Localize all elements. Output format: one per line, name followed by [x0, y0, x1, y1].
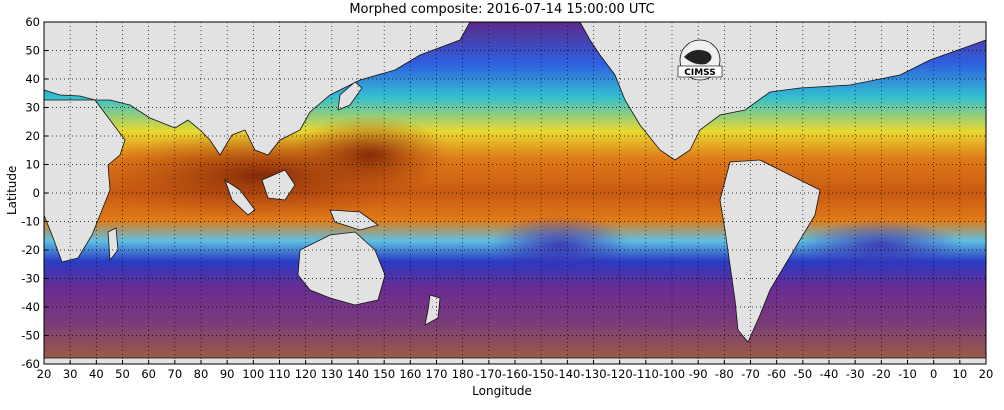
y-tick-label: -30 — [21, 272, 40, 286]
x-axis-ticks: 20 30 40 50 60 70 80 90 100 110 120 130 140 150 160 170… — [37, 360, 994, 381]
x-tick-label: -50 — [793, 367, 812, 381]
y-tick-label: 30 — [25, 101, 40, 115]
y-tick-label: -40 — [21, 300, 40, 314]
x-tick-label: -130 — [580, 367, 606, 381]
japan — [337, 81, 363, 111]
x-tick-label: -160 — [502, 367, 528, 381]
borneo — [261, 169, 296, 201]
x-tick-label: -110 — [633, 367, 659, 381]
x-tick-label: 80 — [194, 367, 209, 381]
y-tick-label: 20 — [25, 129, 40, 143]
south-america — [719, 159, 821, 343]
madagascar — [107, 227, 119, 262]
cimss-logo-swirl — [684, 49, 712, 65]
y-tick-label: 10 — [25, 158, 40, 172]
x-tick-label: -120 — [607, 367, 633, 381]
x-tick-label: 140 — [347, 367, 369, 381]
x-tick-label: 0 — [930, 367, 937, 381]
y-tick-label: -20 — [21, 243, 40, 257]
x-tick-label: -170 — [476, 367, 502, 381]
x-tick-label: 180 — [452, 367, 474, 381]
x-tick-label: -150 — [528, 367, 554, 381]
x-tick-label: -20 — [872, 367, 891, 381]
x-tick-label: -100 — [659, 367, 685, 381]
x-tick-label: 50 — [115, 367, 130, 381]
x-tick-label: 120 — [295, 367, 317, 381]
x-tick-label: 20 — [37, 367, 52, 381]
y-tick-label: 40 — [25, 72, 40, 86]
graticule — [44, 22, 986, 364]
x-tick-label: -40 — [820, 367, 839, 381]
x-tick-label: 100 — [242, 367, 264, 381]
x-tick-label: -140 — [554, 367, 580, 381]
eurasia — [44, 22, 471, 156]
x-tick-label: 70 — [168, 367, 183, 381]
cimss-logo: CIMSS — [677, 39, 723, 81]
x-tick-label: 130 — [321, 367, 343, 381]
x-axis-label: Longitude — [472, 384, 532, 398]
y-tick-label: 60 — [25, 15, 40, 29]
x-tick-label: -70 — [741, 367, 760, 381]
x-tick-label: 40 — [89, 367, 104, 381]
dry-region-south-pacific — [490, 215, 630, 275]
x-tick-label: -90 — [689, 367, 708, 381]
cimss-logo-text: CIMSS — [684, 68, 715, 78]
x-tick-label: 170 — [426, 367, 448, 381]
x-tick-label: -30 — [846, 367, 865, 381]
x-tick-label: -80 — [715, 367, 734, 381]
x-tick-label: 160 — [399, 367, 421, 381]
dry-region-south-atlantic — [800, 220, 960, 270]
x-tick-label: 90 — [220, 367, 235, 381]
y-tick-label: 0 — [33, 186, 40, 200]
x-tick-label: 20 — [979, 367, 994, 381]
x-tick-label: 150 — [373, 367, 395, 381]
sumatra — [224, 179, 256, 216]
x-tick-label: 30 — [63, 367, 78, 381]
y-tick-label: -50 — [21, 329, 40, 343]
plot-area — [44, 22, 986, 364]
y-tick-label: -60 — [21, 357, 40, 371]
map-title: Morphed composite: 2016-07-14 15:00:00 U… — [349, 2, 655, 17]
x-tick-label: -60 — [767, 367, 786, 381]
new-guinea — [329, 209, 379, 231]
moisture-maximum-westpac — [290, 115, 450, 195]
y-tick-label: 50 — [25, 44, 40, 58]
x-tick-label: 10 — [953, 367, 968, 381]
y-axis-ticks: 60 50 40 30 20 10 0 -10 -20 -30 -40 -50 -60 — [21, 15, 48, 371]
x-tick-label: 60 — [141, 367, 156, 381]
y-tick-label: -10 — [21, 215, 40, 229]
x-tick-label: 110 — [269, 367, 291, 381]
x-tick-label: -10 — [898, 367, 917, 381]
cimss-logo-banner — [677, 65, 723, 78]
australia — [297, 231, 386, 306]
